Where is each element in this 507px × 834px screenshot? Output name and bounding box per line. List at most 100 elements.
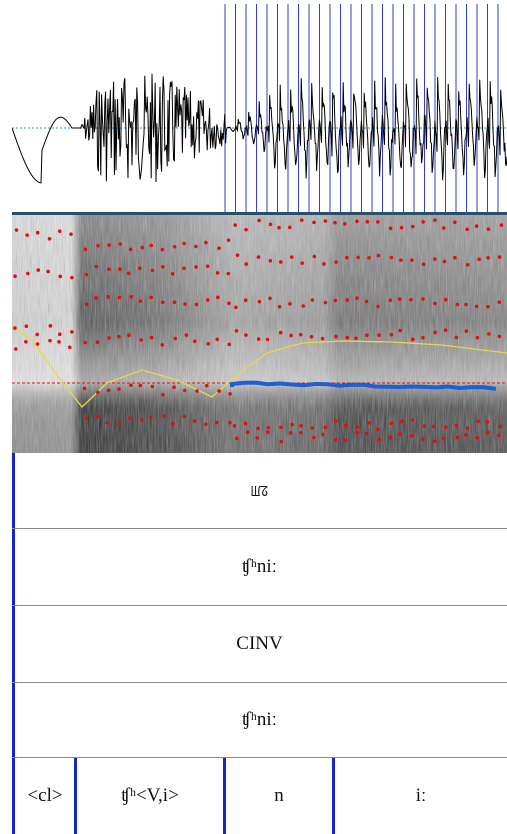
spectrogram-panel[interactable] [12,215,507,453]
formant-dot [433,439,437,443]
formant-dot [183,302,187,306]
formant-dot [150,384,155,389]
formant-dot [94,264,99,269]
formant-dot [433,330,437,335]
formant-dot [235,253,240,257]
formant-dot [376,253,381,258]
formant-dot [25,271,30,276]
tier-left-boundary [12,453,15,834]
formant-dot [227,342,232,347]
formant-dot [345,255,349,260]
formant-dot [268,296,272,301]
formant-dot [117,334,121,339]
formant-dot [476,419,481,424]
pulse-marks [224,4,499,212]
formant-dot [67,345,72,350]
formant-dot [234,328,239,333]
formant-dot [312,254,317,259]
segment-boundary[interactable] [332,758,335,834]
formant-dot [497,334,502,339]
waveform-panel[interactable] [12,0,507,212]
formant-dot [257,218,261,223]
tier-3-label: CINV [236,633,283,654]
segment-affricate[interactable]: ʧʰ<V,i> [77,758,223,834]
formant-dot [24,324,29,329]
formant-dot [206,341,211,346]
formant-dot [57,332,62,337]
formant-dot [289,255,294,259]
formant-dot [354,336,358,341]
segment-n[interactable]: n [226,758,332,834]
tier-3[interactable]: CINV [12,606,507,683]
formant-dot [410,433,414,438]
formant-dot [498,424,503,429]
formant-dot [139,338,143,342]
formant-dot [233,223,237,227]
formant-dot [343,423,348,428]
formant-dot [364,299,369,304]
formant-dot [278,260,283,264]
pitch-curve [230,380,497,391]
formant-dot [433,218,437,222]
formant-dot [138,299,143,303]
segment-boundary[interactable] [223,758,226,834]
formant-dot [455,435,460,440]
formant-dot [288,431,293,435]
segment-label: ʧʰ<V,i> [121,785,179,806]
tier-1[interactable]: ꡆꡞ [12,453,507,529]
formant-dot [47,236,52,241]
formant-dot [279,439,284,444]
formant-dot [355,430,360,435]
formant-dot [204,383,209,388]
formant-dot [204,422,208,427]
formant-dot [226,271,231,276]
formant-dot [128,416,132,420]
formant-dot [389,421,394,426]
formant-dot [172,300,177,305]
formant-dot [14,228,19,232]
formant-dot [367,255,371,260]
formant-dot [46,269,50,274]
formant-dot [486,332,491,336]
formant-dot [118,267,122,272]
formant-dot [421,262,426,267]
formant-dot [13,326,17,330]
formant-dot [150,268,155,273]
tier-4[interactable]: ʧʰniː [12,683,507,758]
formant-dot [464,329,469,333]
formant-dot [266,425,271,430]
formant-dot [432,424,436,429]
formant-dot [194,302,199,307]
segment-boundary[interactable] [74,758,77,834]
formant-dot [485,420,490,424]
formant-dot [265,337,270,342]
formant-dot [69,232,73,236]
formant-dot [397,297,402,301]
formant-dot [160,247,165,252]
formant-dot [217,246,221,251]
formant-dot [443,328,448,332]
formant-dot [266,430,270,434]
formant-dot [227,301,231,305]
formant-dot [367,421,372,425]
formant-dot [323,219,328,223]
formant-dot [128,247,133,252]
formant-dot [388,435,393,440]
formant-dot [410,258,414,262]
formant-dot [410,418,415,422]
formant-dot [299,218,304,222]
tier-2[interactable]: ʧʰniː [12,529,507,606]
formant-dot [83,247,88,252]
formant-dot [345,335,350,340]
formant-dot [411,224,415,229]
formant-dot [365,220,370,224]
formant-dot [323,300,328,305]
formant-dot [433,257,437,261]
formant-dot [243,421,248,426]
formant-dot [94,296,98,300]
formant-dot [194,265,198,269]
segment-i[interactable]: iː [335,758,507,834]
formant-dot [127,333,131,337]
segment-cl[interactable]: <cl> [15,758,75,834]
